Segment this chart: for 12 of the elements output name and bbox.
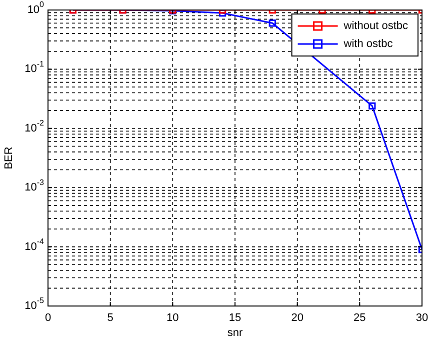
legend-label: with ostbc bbox=[342, 38, 394, 50]
x-tick-label: 10 bbox=[166, 312, 179, 324]
x-tick-label: 25 bbox=[354, 312, 366, 324]
y-axis-title: BER bbox=[3, 146, 16, 170]
point bbox=[368, 102, 376, 110]
x-axis-title: snr bbox=[227, 327, 243, 340]
x-tick-label: 5 bbox=[107, 312, 114, 324]
x-tick-label: 30 bbox=[416, 312, 428, 324]
x-tick-label: 20 bbox=[291, 312, 304, 324]
legend-label: without ostbc bbox=[342, 20, 408, 32]
x-tick-label: 15 bbox=[228, 312, 242, 324]
x-tick-label: 0 bbox=[44, 312, 52, 324]
